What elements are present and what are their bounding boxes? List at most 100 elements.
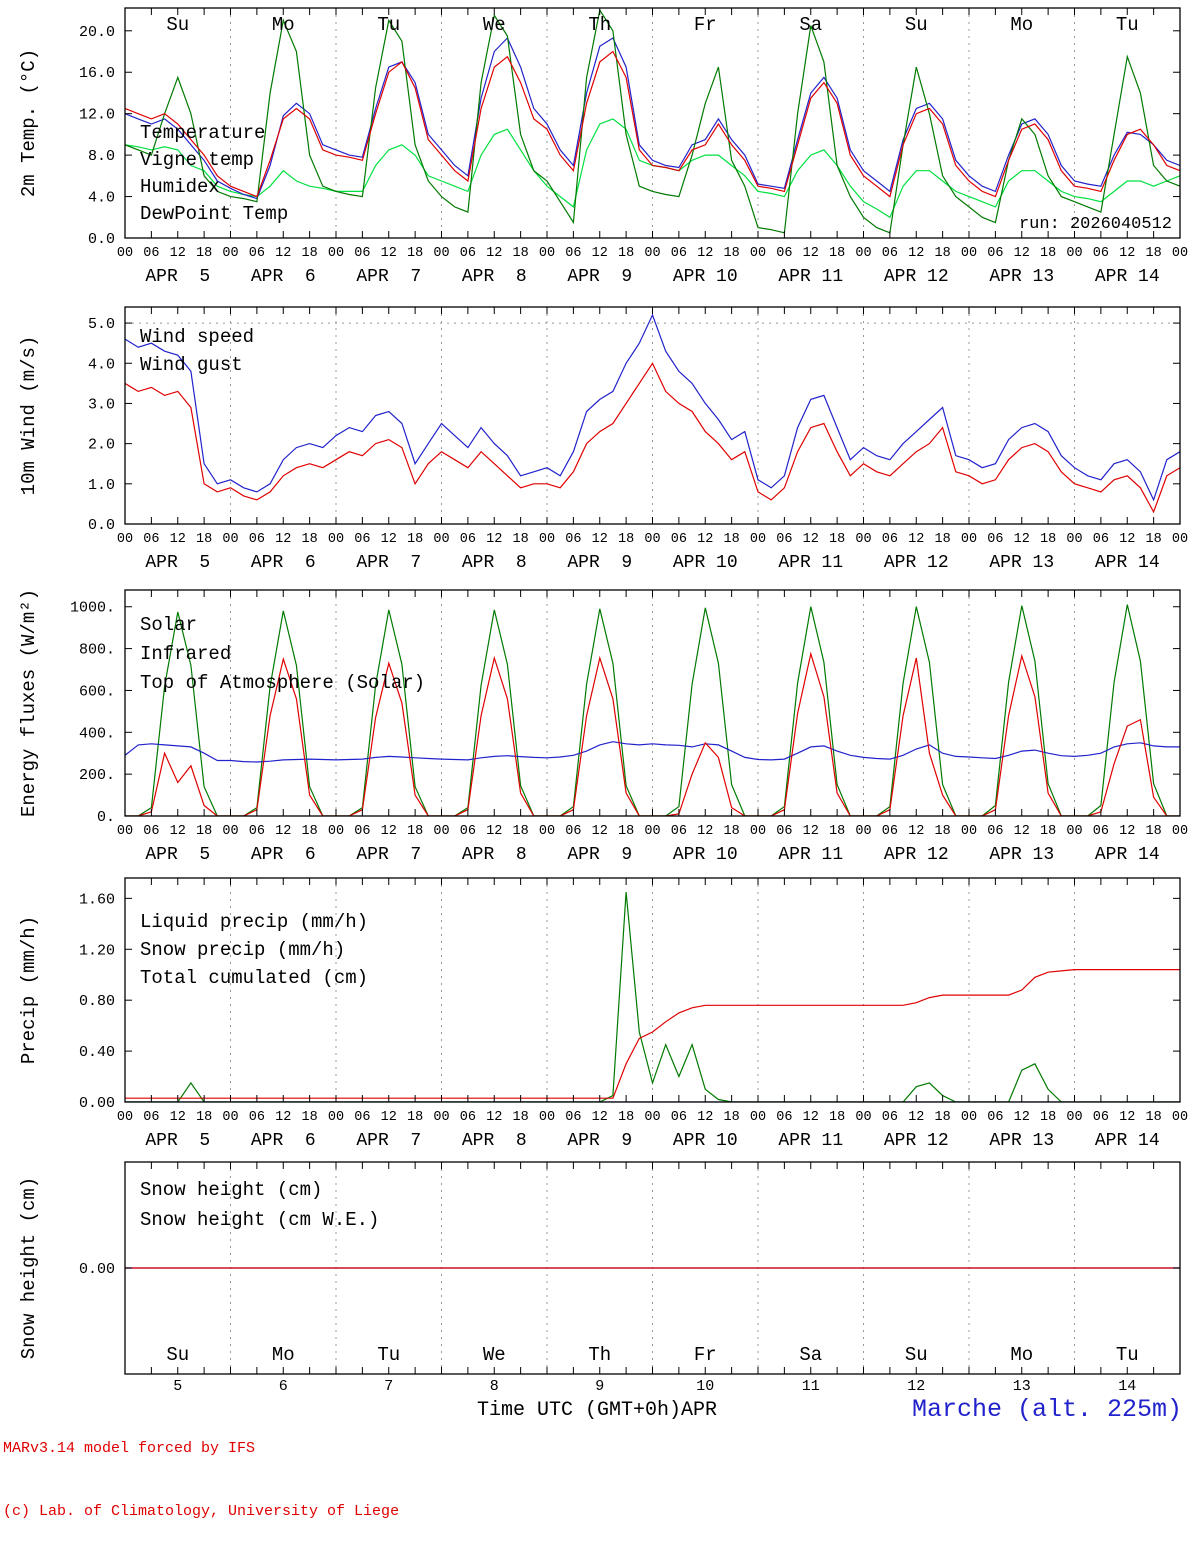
- svg-text:18: 18: [935, 824, 951, 839]
- svg-text:06: 06: [1093, 1110, 1109, 1125]
- svg-text:00: 00: [750, 1110, 766, 1125]
- svg-text:18: 18: [724, 1110, 740, 1125]
- svg-text:00: 00: [961, 246, 977, 261]
- snow-height-chart: 0.00 Snow height (cm) Snow height (cm) Snow…: [18, 1161, 1181, 1395]
- day-gridlines: [230, 8, 1075, 238]
- day-name: Fr: [694, 1344, 717, 1366]
- svg-text:APR 11: APR 11: [778, 553, 843, 573]
- svg-text:12: 12: [170, 532, 186, 547]
- svg-text:18: 18: [513, 824, 529, 839]
- svg-text:00: 00: [222, 532, 238, 547]
- svg-text:12: 12: [1119, 246, 1135, 261]
- svg-text:00: 00: [1066, 1110, 1082, 1125]
- svg-text:APR 10: APR 10: [673, 845, 738, 865]
- svg-text:06: 06: [671, 532, 687, 547]
- svg-text:12: 12: [486, 1110, 502, 1125]
- svg-text:12: 12: [1014, 824, 1030, 839]
- svg-text:12: 12: [908, 246, 924, 261]
- svg-text:12: 12: [803, 246, 819, 261]
- infrared-line: [125, 741, 1180, 763]
- hour-labels: 00 06 12 18 00 06 12 18 00 06 12 18 00 06 12 18 00 06 12 18…: [117, 824, 1188, 839]
- snow-precip-mm-h-legend: Snow precip (mm/h): [140, 939, 345, 961]
- svg-text:18: 18: [935, 246, 951, 261]
- svg-text:12: 12: [1119, 532, 1135, 547]
- svg-text:APR 13: APR 13: [989, 1131, 1054, 1151]
- day-number: 9: [595, 1378, 604, 1395]
- credit-line-1: MARv3.14 model forced by IFS: [3, 1440, 256, 1457]
- series-group: [125, 891, 1180, 1102]
- day-name: Mo: [1010, 14, 1033, 36]
- svg-text:12: 12: [803, 824, 819, 839]
- y-tick-labels: 0.0 1.0 2.0 3.0 4.0 5.0: [88, 316, 115, 534]
- svg-text:00: 00: [433, 1110, 449, 1125]
- svg-text:0.80: 0.80: [79, 993, 115, 1010]
- day-name: Sa: [799, 14, 822, 36]
- date-labels: APR 5 APR 6 APR 7 APR 8 APR 9 APR 10 APR 11 APR…: [145, 267, 1159, 287]
- svg-text:4.0: 4.0: [88, 190, 115, 207]
- y-axis-title: Energy fluxes (W/m²): [18, 589, 40, 817]
- svg-text:APR 9: APR 9: [567, 267, 632, 287]
- total-cumulated-cm-legend: Total cumulated (cm): [140, 967, 368, 989]
- svg-text:18: 18: [196, 532, 212, 547]
- svg-text:1.0: 1.0: [88, 477, 115, 494]
- svg-text:APR 6: APR 6: [251, 845, 316, 865]
- svg-text:800.: 800.: [79, 642, 115, 659]
- top-of-atmosphere-solar-legend: Top of Atmosphere (Solar): [140, 672, 425, 694]
- svg-text:06: 06: [143, 246, 159, 261]
- svg-text:06: 06: [565, 824, 581, 839]
- day-name: Tu: [1116, 14, 1139, 36]
- svg-text:0.00: 0.00: [79, 1095, 115, 1112]
- day-gridlines: [230, 878, 1075, 1102]
- svg-text:06: 06: [987, 824, 1003, 839]
- svg-text:12.0: 12.0: [79, 107, 115, 124]
- temperature-chart: 0.0 4.0 8.0 12.0 16.0 20.0 2m Temp. (°C) 00 06 12…: [18, 7, 1188, 287]
- humidex-line: [125, 36, 1180, 200]
- day-name: Th: [588, 1344, 611, 1366]
- svg-text:APR 8: APR 8: [462, 1131, 527, 1151]
- svg-text:00: 00: [222, 1110, 238, 1125]
- day-name: Fr: [694, 14, 717, 36]
- y-tick-labels: 0.00 0.40 0.80 1.20 1.60: [79, 891, 115, 1112]
- axis-ticks: [125, 878, 1180, 1103]
- svg-text:06: 06: [460, 824, 476, 839]
- svg-text:12: 12: [486, 532, 502, 547]
- svg-text:00: 00: [328, 824, 344, 839]
- date-labels: APR 5 APR 6 APR 7 APR 8 APR 9 APR 10 APR 11 APR…: [145, 845, 1159, 865]
- svg-text:18: 18: [407, 824, 423, 839]
- dewpoint-temp-legend: DewPoint Temp: [140, 203, 288, 225]
- energy-flux-chart: 0. 200. 400. 600. 800. 1000. Energy fluxes (W/…: [18, 589, 1188, 865]
- svg-text:18: 18: [407, 1110, 423, 1125]
- svg-text:18: 18: [196, 246, 212, 261]
- series-group: [125, 604, 1180, 816]
- svg-text:00: 00: [1172, 532, 1188, 547]
- svg-text:06: 06: [460, 532, 476, 547]
- day-name: We: [483, 14, 506, 36]
- svg-text:00: 00: [328, 532, 344, 547]
- svg-text:00: 00: [433, 824, 449, 839]
- station-label: Marche (alt. 225m): [911, 1395, 1182, 1424]
- svg-text:APR 7: APR 7: [356, 1131, 421, 1151]
- svg-text:06: 06: [249, 1110, 265, 1125]
- svg-text:06: 06: [882, 1110, 898, 1125]
- svg-text:06: 06: [671, 824, 687, 839]
- svg-text:18: 18: [1040, 1110, 1056, 1125]
- series-group: [125, 313, 1180, 514]
- svg-text:06: 06: [249, 246, 265, 261]
- svg-text:18: 18: [302, 532, 318, 547]
- axis-ticks: [125, 307, 1180, 525]
- svg-text:APR 14: APR 14: [1095, 1131, 1160, 1151]
- day-name: Su: [905, 14, 928, 36]
- hour-labels: 00 06 12 18 00 06 12 18 00 06 12 18 00 06 12 18 00 06 12 18…: [117, 1110, 1188, 1125]
- y-tick-labels: 0.00: [79, 1261, 115, 1278]
- svg-text:00: 00: [328, 246, 344, 261]
- svg-text:00: 00: [539, 246, 555, 261]
- svg-text:06: 06: [460, 1110, 476, 1125]
- day-number: 13: [1013, 1378, 1031, 1395]
- snow-height-cm-legend: Snow height (cm): [140, 1179, 322, 1201]
- day-number: 6: [279, 1378, 288, 1395]
- svg-text:1.60: 1.60: [79, 891, 115, 908]
- svg-text:06: 06: [143, 1110, 159, 1125]
- svg-text:00: 00: [539, 824, 555, 839]
- svg-text:APR 14: APR 14: [1095, 553, 1160, 573]
- svg-text:00: 00: [539, 1110, 555, 1125]
